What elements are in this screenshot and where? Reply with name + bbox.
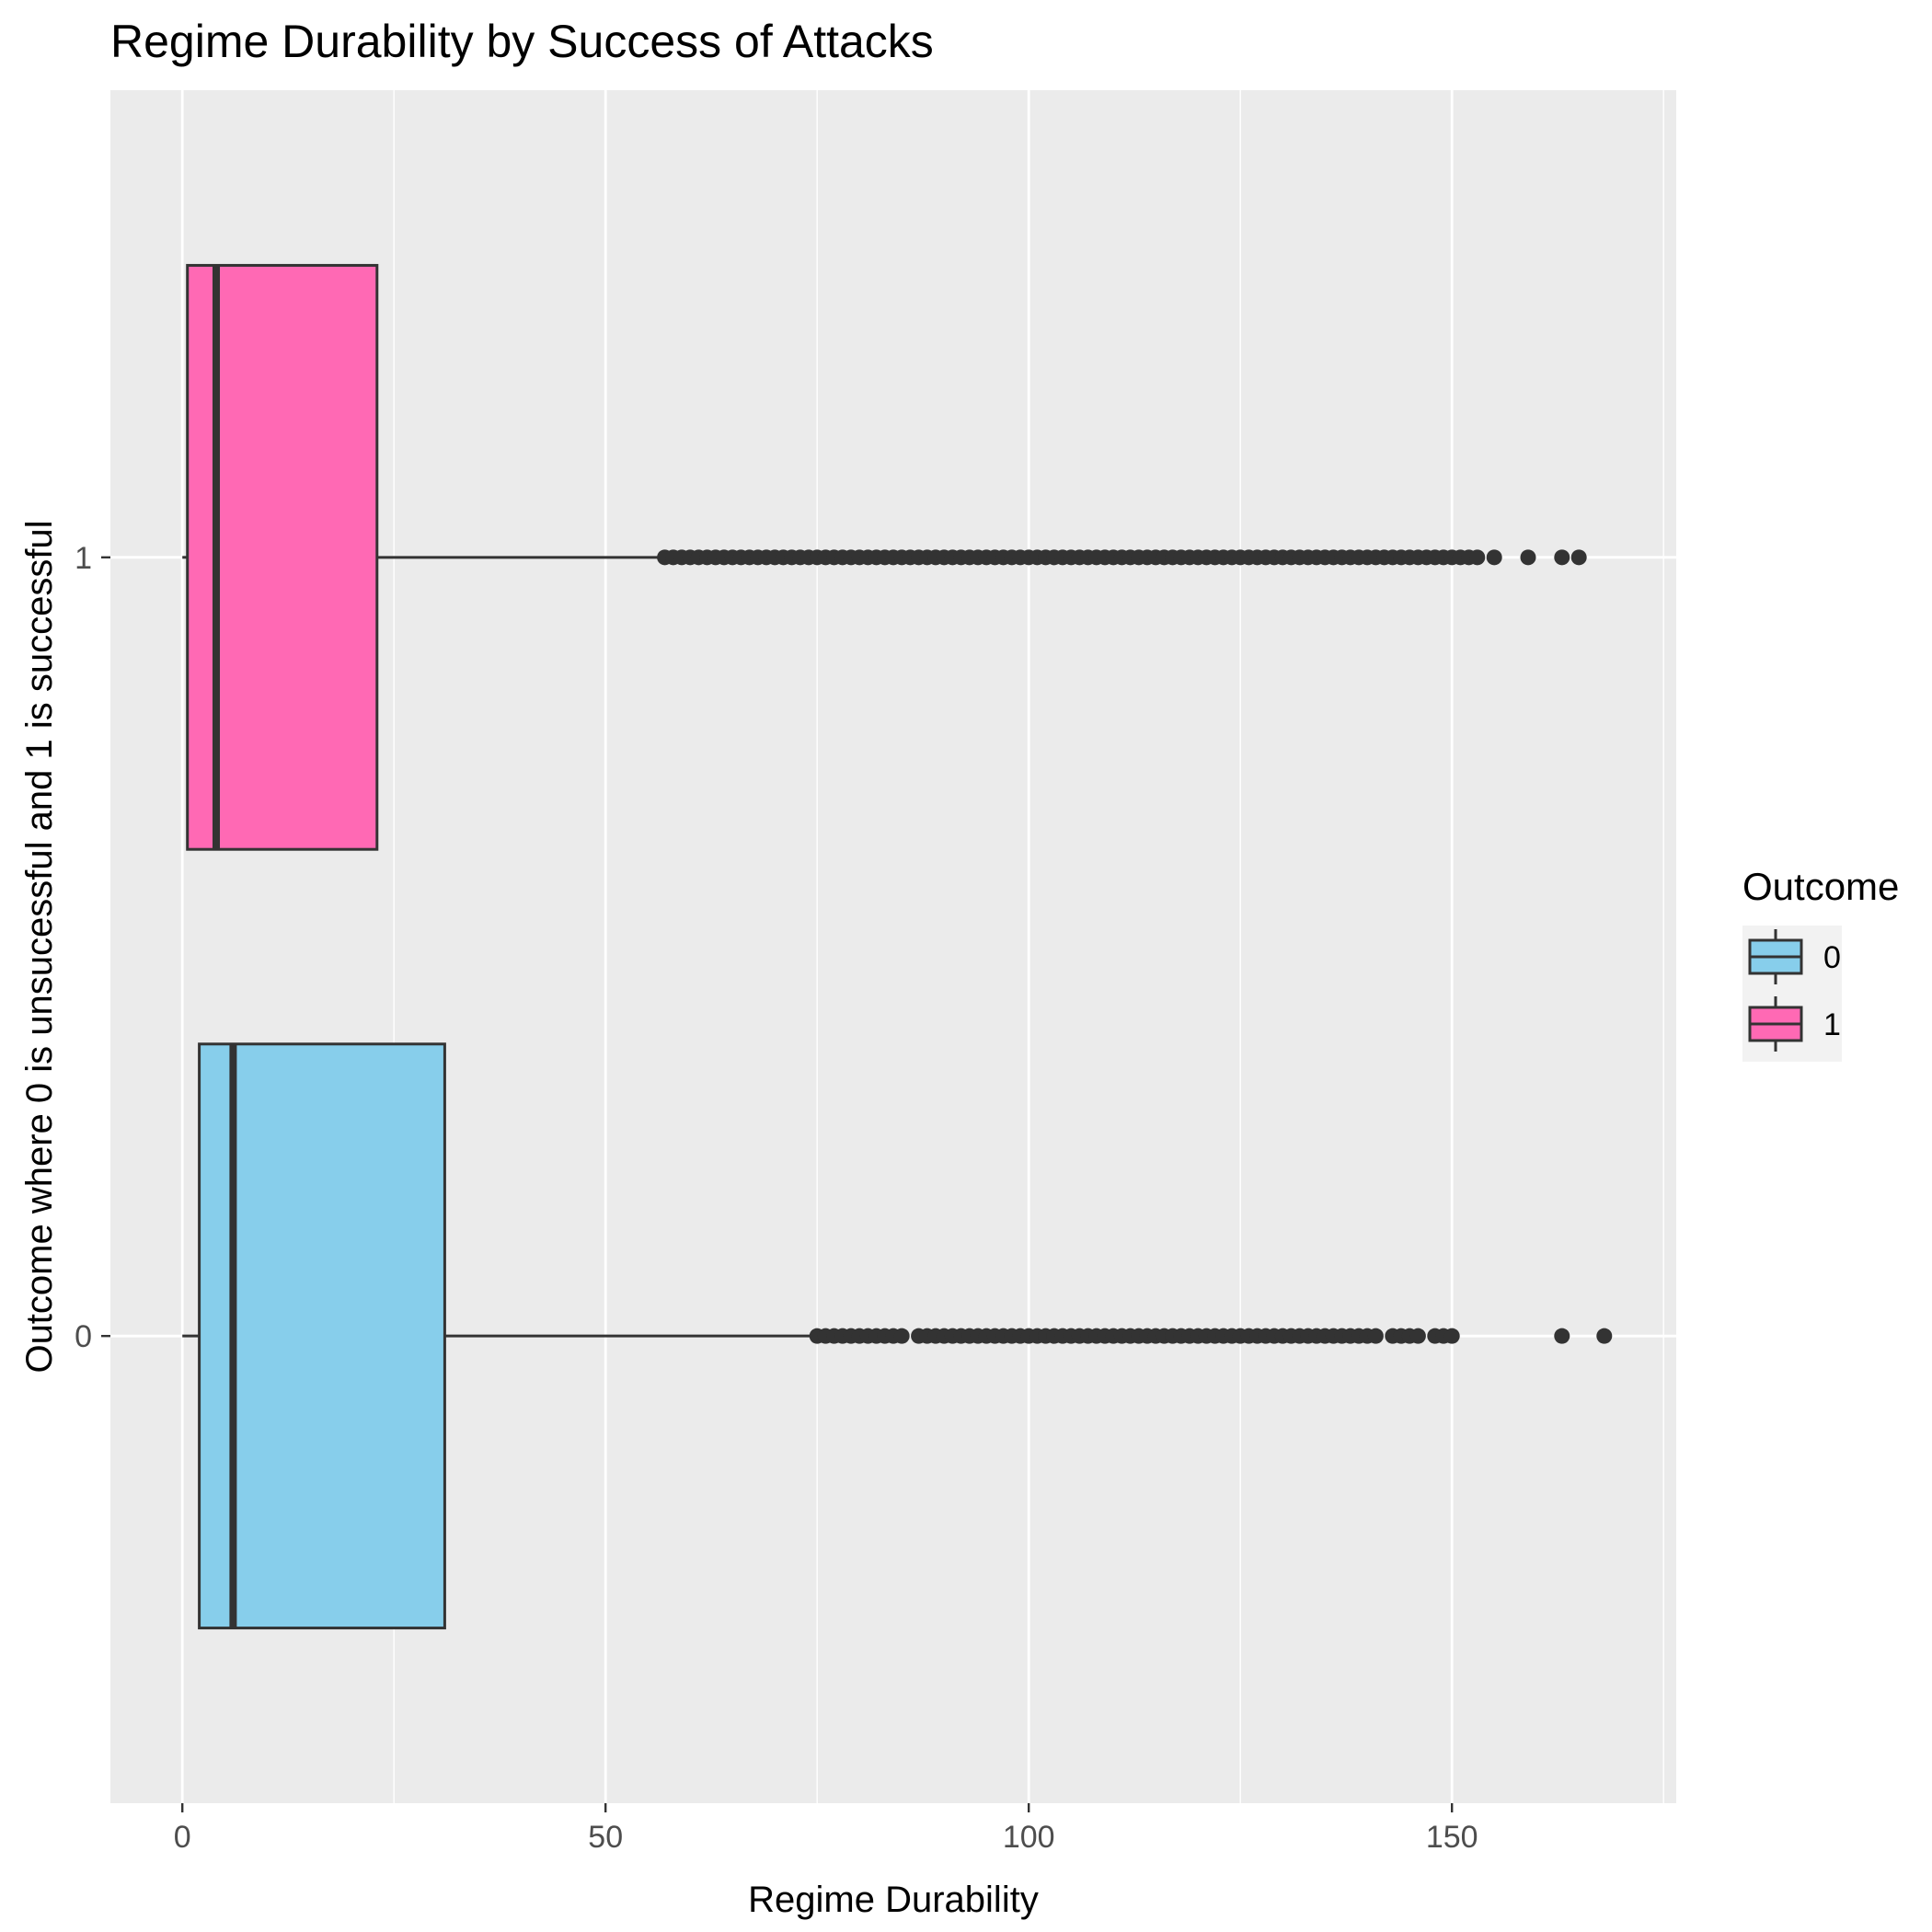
outlier-point <box>1409 1328 1426 1344</box>
outlier-point <box>1520 549 1536 566</box>
outlier-point <box>1486 549 1502 566</box>
x-axis-title: Regime Durability <box>748 1880 1039 1920</box>
x-tick-label: 0 <box>174 1820 191 1855</box>
axes: 0 50 100 150 0 1 <box>75 541 1478 1855</box>
box-group-1 <box>182 263 1587 851</box>
y-tick-label: 0 <box>75 1319 92 1354</box>
legend-label: 1 <box>1823 1007 1841 1042</box>
y-axis-title: Outcome where 0 is unsucessful and 1 is … <box>19 520 60 1373</box>
outlier-point <box>1570 549 1587 566</box>
legend-key-0: 0 <box>1748 929 1841 984</box>
legend-title: Outcome <box>1742 865 1899 908</box>
y-tick-label: 1 <box>75 541 92 576</box>
x-tick-label: 100 <box>1003 1820 1055 1855</box>
outlier-point <box>1367 1328 1384 1344</box>
legend: Outcome 0 1 <box>1742 865 1899 1062</box>
chart-title: Regime Durability by Success of Attacks <box>110 16 934 67</box>
outlier-point <box>1554 1328 1570 1344</box>
legend-key-1: 1 <box>1748 996 1841 1052</box>
outlier-point <box>1554 549 1570 566</box>
box-0 <box>198 1042 446 1630</box>
legend-label: 0 <box>1823 940 1841 975</box>
x-tick-label: 50 <box>588 1820 623 1855</box>
outlier-point <box>1443 1328 1460 1344</box>
box-group-0 <box>182 1042 1613 1630</box>
outlier-point <box>893 1328 910 1344</box>
outlier-point <box>1469 549 1486 566</box>
outlier-point <box>1596 1328 1613 1344</box>
x-tick-label: 150 <box>1426 1820 1478 1855</box>
boxes <box>182 263 1613 1630</box>
